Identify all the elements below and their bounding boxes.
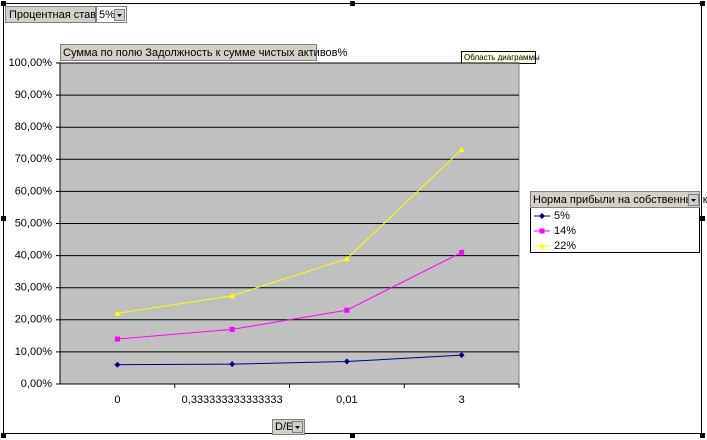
series-line (117, 354, 462, 366)
y-tick-label: 100,00% (9, 57, 53, 69)
arrow-icon (295, 426, 300, 429)
marker (459, 249, 465, 255)
marker (343, 358, 350, 365)
x-tick-label: 3 (459, 394, 465, 406)
series-line (117, 149, 462, 314)
y-tick-label: 10,00% (15, 346, 53, 358)
marker (458, 146, 465, 153)
category-field-label: D/E (275, 421, 293, 433)
legend-label: 5% (554, 210, 570, 222)
legend-title-button[interactable] (530, 191, 700, 208)
page-field-value: 5% (99, 9, 115, 21)
arrow-icon (117, 14, 122, 17)
y-tick-label: 90,00% (15, 89, 53, 101)
y-tick-label: 30,00% (15, 282, 53, 294)
y-tick-label: 70,00% (15, 153, 53, 165)
marker (229, 326, 235, 332)
legend (530, 207, 700, 253)
marker (114, 310, 121, 316)
page-field-button[interactable] (5, 6, 96, 23)
marker (539, 213, 545, 219)
series-line (117, 251, 462, 340)
tooltip-text: Область диаграммы (464, 53, 540, 62)
legend-label: 22% (554, 240, 576, 252)
y-tick-label: 40,00% (15, 250, 53, 262)
legend-title: Норма прибыли на собственный ка (533, 194, 707, 206)
x-tick-label: 0,01 (336, 394, 357, 406)
y-tick-label: 80,00% (15, 121, 53, 133)
legend-label: 14% (554, 225, 576, 237)
x-tick-label: 0,333333333333333 (182, 394, 283, 406)
y-tick-label: 20,00% (15, 314, 53, 326)
data-field-button[interactable] (60, 44, 317, 61)
marker (458, 352, 465, 359)
data-field-label: Сумма по полю Задолжность к сумме чистых… (63, 47, 347, 59)
marker (114, 361, 121, 368)
marker (343, 255, 350, 262)
marker (539, 243, 545, 249)
x-tick-label: 0 (114, 394, 120, 406)
marker (229, 361, 236, 368)
marker (229, 292, 236, 299)
marker (539, 228, 545, 234)
y-tick-label: 0,00% (21, 378, 52, 390)
y-tick-label: 60,00% (15, 185, 53, 197)
marker (114, 336, 120, 342)
marker (344, 307, 350, 313)
y-tick-label: 50,00% (15, 217, 53, 229)
arrow-icon (691, 199, 696, 202)
page-field-label: Процентная ставка (9, 9, 108, 21)
